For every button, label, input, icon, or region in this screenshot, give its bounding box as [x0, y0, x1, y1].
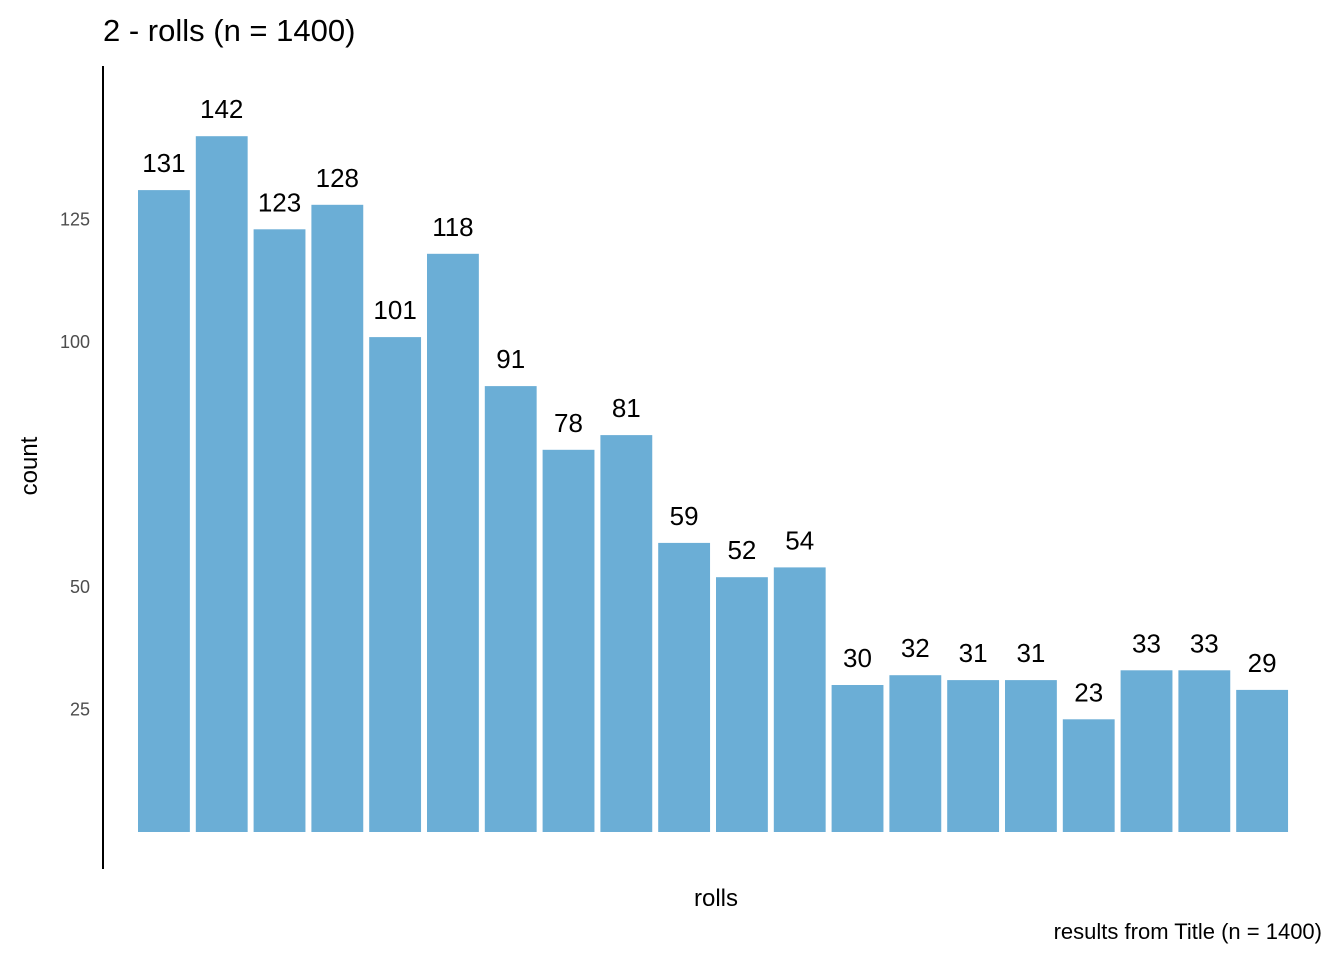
bar-20: [1236, 690, 1288, 832]
y-tick-label: 50: [70, 577, 90, 597]
y-tick-label: 25: [70, 700, 90, 720]
y-tick-label: 125: [60, 210, 90, 230]
data-label-3: 123: [258, 187, 301, 217]
data-label-1: 131: [142, 148, 185, 178]
bar-4: [311, 205, 363, 832]
data-label-16: 31: [1016, 638, 1045, 668]
data-label-15: 31: [959, 638, 988, 668]
bar-19: [1178, 670, 1230, 832]
bar-7: [485, 386, 537, 832]
bar-9: [600, 435, 652, 832]
data-label-12: 54: [785, 525, 814, 555]
data-label-5: 101: [373, 295, 416, 325]
bar-14: [889, 675, 941, 832]
bar-15: [947, 680, 999, 832]
data-label-9: 81: [612, 393, 641, 423]
bar-18: [1121, 670, 1173, 832]
data-label-19: 33: [1190, 628, 1219, 658]
bar-2: [196, 136, 248, 832]
bar-17: [1063, 719, 1115, 832]
data-label-20: 29: [1248, 648, 1277, 678]
x-axis-title: rolls: [694, 885, 738, 912]
y-tick-label: 100: [60, 332, 90, 352]
bar-1: [138, 190, 190, 832]
bar-8: [543, 450, 595, 832]
bar-10: [658, 543, 710, 832]
data-label-14: 32: [901, 633, 930, 663]
data-label-8: 78: [554, 408, 583, 438]
chart-caption: results from Title (n = 1400): [1054, 919, 1322, 944]
data-label-10: 59: [670, 501, 699, 531]
y-tick-labels: 25 50 100 125: [60, 210, 90, 720]
bar-16: [1005, 680, 1057, 832]
data-label-18: 33: [1132, 628, 1161, 658]
data-label-6: 118: [432, 212, 473, 242]
data-label-11: 52: [727, 535, 756, 565]
bar-11: [716, 577, 768, 832]
data-label-13: 30: [843, 643, 872, 673]
bar-5: [369, 337, 421, 832]
data-label-17: 23: [1074, 677, 1103, 707]
data-label-4: 128: [316, 163, 359, 193]
bar-12: [774, 567, 826, 832]
bar-3: [254, 229, 306, 832]
y-axis-title: count: [16, 436, 43, 495]
bar-13: [832, 685, 884, 832]
data-label-2: 142: [200, 94, 243, 124]
bars: [138, 136, 1288, 832]
chart-title: 2 - rolls (n = 1400): [103, 13, 355, 48]
data-label-7: 91: [496, 344, 525, 374]
bar-6: [427, 254, 479, 832]
